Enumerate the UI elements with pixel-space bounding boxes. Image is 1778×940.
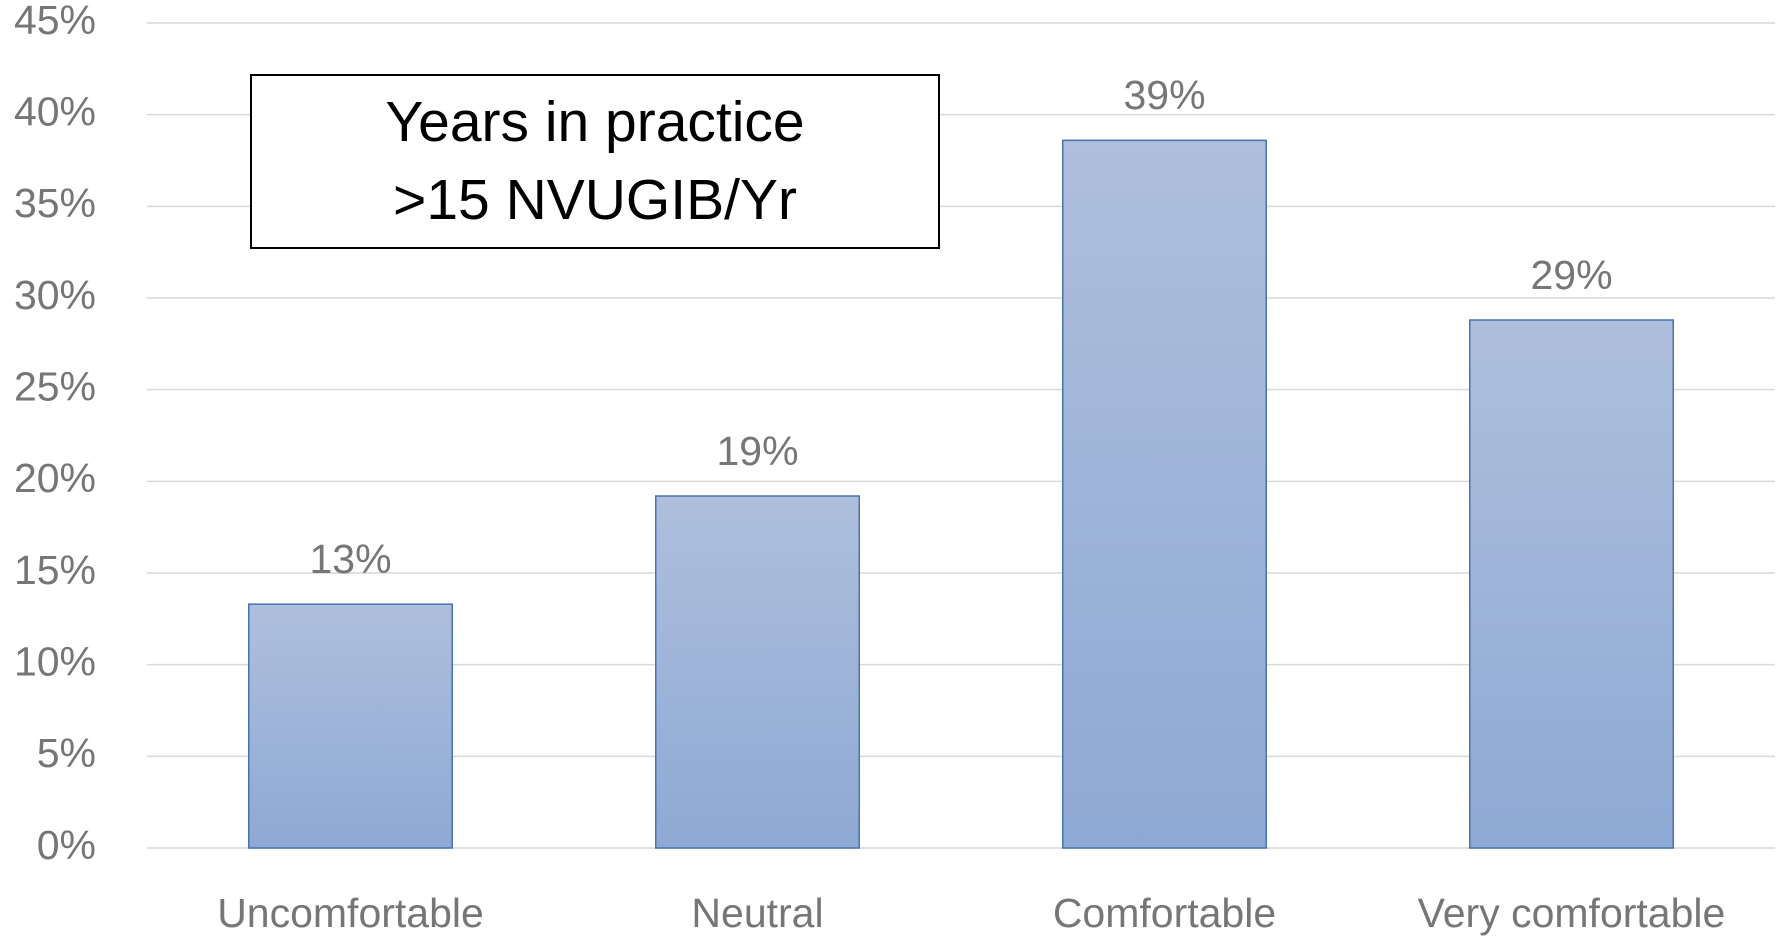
- annotation-box: [250, 74, 940, 249]
- bar: [1469, 319, 1674, 849]
- annotation-line: Years in practice: [385, 90, 804, 154]
- data-label: 39%: [1123, 72, 1205, 118]
- bars: [248, 139, 1674, 849]
- bar: [248, 603, 453, 849]
- y-tick-label: 15%: [14, 547, 96, 593]
- x-tick-label: Comfortable: [1053, 890, 1276, 936]
- bar: [655, 495, 860, 849]
- y-tick-label: 30%: [14, 272, 96, 318]
- y-tick-label: 20%: [14, 455, 96, 501]
- y-tick-label: 40%: [14, 88, 96, 134]
- y-tick-label: 45%: [14, 0, 96, 43]
- y-tick-label: 0%: [37, 822, 96, 868]
- y-tick-label: 10%: [14, 638, 96, 684]
- y-tick-label: 25%: [14, 363, 96, 409]
- x-tick-label: Uncomfortable: [217, 890, 484, 936]
- y-tick-label: 35%: [14, 180, 96, 226]
- annotation-line: >15 NVUGIB/Yr: [393, 168, 797, 232]
- y-tick-label: 5%: [37, 730, 96, 776]
- data-label: 29%: [1530, 252, 1612, 298]
- bar: [1062, 139, 1267, 849]
- x-tick-label: Neutral: [691, 890, 823, 936]
- data-label: 19%: [716, 428, 798, 474]
- x-tick-label: Very comfortable: [1418, 890, 1726, 936]
- data-label: 13%: [309, 536, 391, 582]
